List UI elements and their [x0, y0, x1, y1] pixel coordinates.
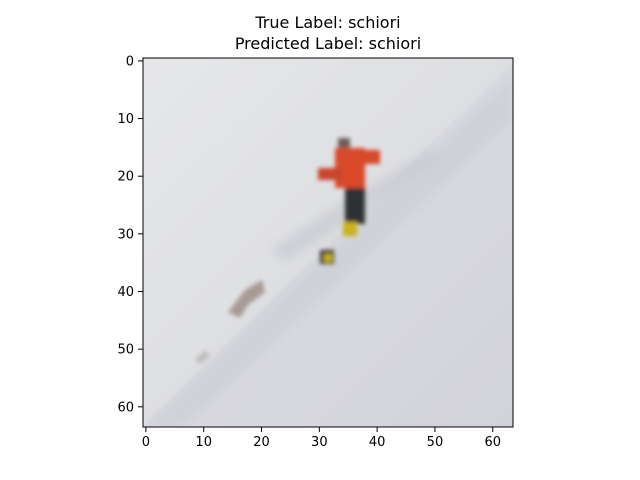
photo-skier: [143, 58, 513, 427]
x-tick-label: 30: [311, 435, 328, 450]
x-tick-label: 0: [142, 435, 150, 450]
x-tick-label: 20: [253, 435, 270, 450]
x-tick-label: 60: [484, 435, 501, 450]
y-tick-label: 40: [117, 285, 134, 300]
true-label-title: True Label: schiori: [254, 13, 400, 32]
plot-frame: [142, 57, 514, 428]
y-axis: 0 10 20 30 40 50 60: [117, 54, 143, 415]
y-tick-label: 30: [117, 227, 134, 242]
y-tick-label: 60: [117, 400, 134, 415]
skier-figure: [318, 138, 380, 264]
predicted-label-title: Predicted Label: schiori: [235, 34, 421, 53]
y-tick-label: 10: [117, 112, 134, 127]
x-tick-label: 40: [369, 435, 386, 450]
x-tick-label: 50: [427, 435, 444, 450]
y-tick-label: 0: [126, 54, 134, 69]
y-tick-label: 50: [117, 343, 134, 358]
y-tick-label: 20: [117, 170, 134, 185]
x-tick-label: 10: [195, 435, 212, 450]
x-axis: 0 10 20 30 40 50 60: [142, 427, 501, 450]
